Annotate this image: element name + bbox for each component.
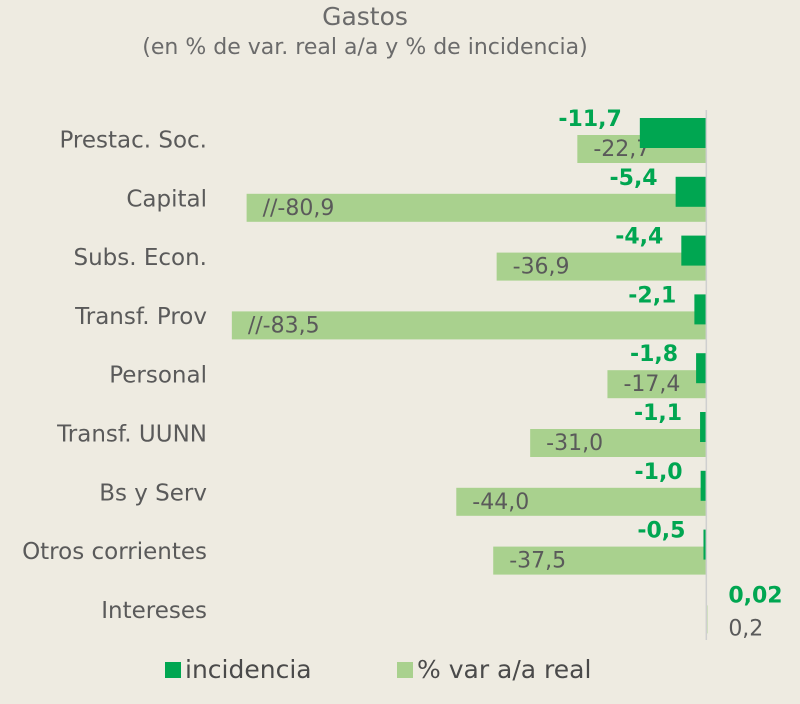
- bar: [246, 193, 707, 222]
- bar: [231, 311, 707, 340]
- bar: [496, 252, 707, 281]
- y-tick-label: Subs. Econ.: [73, 245, 207, 271]
- y-tick-label: Transf. Prov: [74, 304, 207, 330]
- data-label: -11,7: [558, 107, 621, 132]
- bar: [456, 487, 707, 516]
- data-label: //-83,5: [248, 313, 320, 338]
- data-label: -1,1: [634, 401, 682, 426]
- bar: [696, 353, 707, 384]
- data-label: -31,0: [546, 431, 603, 456]
- bar: [639, 118, 707, 148]
- data-label: -1,0: [635, 460, 683, 485]
- bar: [493, 546, 707, 575]
- data-label: -1,8: [630, 342, 678, 367]
- y-tick-label: Personal: [109, 363, 207, 389]
- bar: [607, 370, 707, 399]
- y-tick-label: Transf. UUNN: [56, 422, 207, 448]
- chart-subtitle: (en % de var. real a/a y % de incidencia…: [142, 35, 587, 60]
- legend-label: incidencia: [185, 655, 312, 684]
- y-tick-label: Otros corrientes: [22, 539, 207, 565]
- data-label: -0,5: [637, 519, 685, 544]
- y-tick-label: Intereses: [101, 598, 207, 624]
- data-label: -44,0: [472, 490, 529, 515]
- legend-swatch: [165, 662, 181, 678]
- bar: [675, 176, 707, 207]
- bar: [700, 470, 707, 501]
- bar: [694, 294, 707, 325]
- data-label: 0,02: [728, 583, 782, 608]
- data-label: //-80,9: [263, 196, 335, 221]
- data-label: -4,4: [615, 225, 663, 250]
- bar: [681, 235, 707, 266]
- legend-swatch: [397, 662, 413, 678]
- y-tick-label: Bs y Serv: [99, 480, 207, 506]
- data-label: 0,2: [728, 616, 763, 641]
- bar: [700, 412, 707, 442]
- bar: [703, 529, 707, 560]
- data-label: -37,5: [509, 549, 566, 574]
- y-tick-label: Prestac. Soc.: [59, 128, 207, 154]
- chart-title: Gastos: [322, 2, 408, 31]
- bar: [530, 429, 707, 457]
- data-label: -36,9: [513, 255, 570, 280]
- legend-label: % var a/a real: [417, 655, 591, 684]
- data-label: -5,4: [610, 166, 658, 191]
- data-label: -17,4: [623, 372, 680, 397]
- data-label: -2,1: [628, 283, 676, 308]
- y-tick-label: Capital: [126, 186, 207, 212]
